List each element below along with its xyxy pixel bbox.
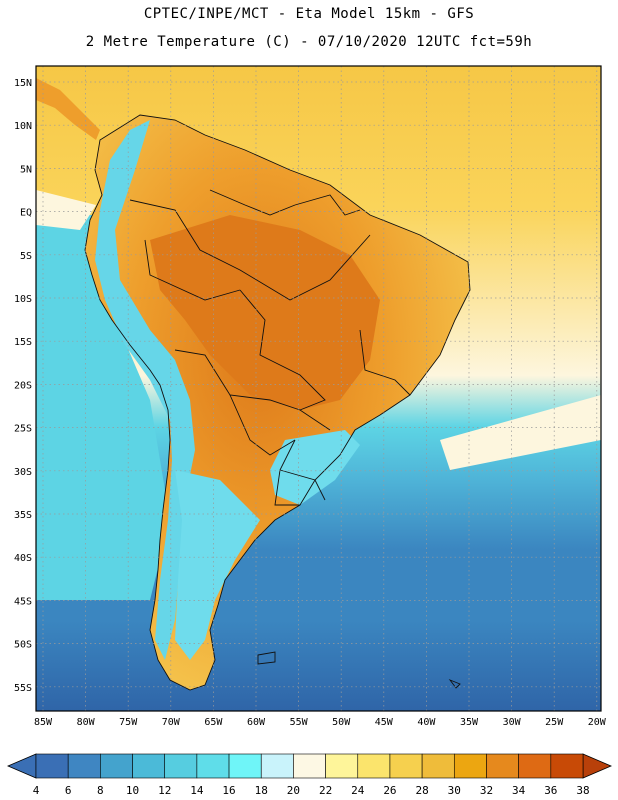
- colorbar-label: 28: [415, 784, 428, 797]
- latitude-label: 10N: [14, 121, 32, 132]
- colorbar-label: 38: [576, 784, 589, 797]
- colorbar-swatch: [357, 753, 391, 779]
- colorbar-swatch: [196, 753, 230, 779]
- colorbar-swatch: [550, 753, 584, 779]
- longitude-labels: 85W 80W 75W 70W 65W 60W 55W 50W 45W 40W 35W 30W 25W 2…: [34, 717, 607, 728]
- colorbar-label: 8: [97, 784, 104, 797]
- central-america: [36, 78, 100, 140]
- colorbar-swatch: [486, 753, 519, 779]
- latitude-label: 5N: [20, 164, 32, 175]
- colorbar-under-arrow: [6, 753, 37, 779]
- latitude-labels: 15N 10N 5N EQ 5S 10S 15S 20S 25S 30S 35S 40S 45S 50S 5…: [14, 78, 32, 694]
- latitude-label: EQ: [20, 208, 32, 219]
- latitude-label: 15N: [14, 78, 32, 89]
- colorbar-label: 32: [480, 784, 493, 797]
- longitude-label: 75W: [119, 717, 138, 728]
- colorbar-swatch: [67, 753, 101, 779]
- colorbar-label: 36: [544, 784, 557, 797]
- latitude-label: 45S: [14, 596, 32, 607]
- latitude-label: 40S: [14, 553, 32, 564]
- warm-water-band: [36, 190, 601, 470]
- colorbar-swatch: [164, 753, 198, 779]
- colorbar-swatch: [100, 753, 133, 779]
- colorbar-swatch: [325, 753, 359, 779]
- longitude-label: 65W: [204, 717, 223, 728]
- colorbar-label: 6: [65, 784, 72, 797]
- map-subtitle: 2 Metre Temperature (C) - 07/10/2020 12U…: [85, 34, 533, 50]
- latitude-label: 20S: [14, 380, 32, 391]
- colorbar-label: 18: [255, 784, 268, 797]
- colorbar-label: 12: [158, 784, 171, 797]
- longitude-label: 40W: [417, 717, 436, 728]
- patagonia-cool-region: [175, 470, 260, 660]
- longitude-label: 50W: [332, 717, 351, 728]
- colorbar: 4 6 8 10 12 14 16 18 20 22 24 26 28 30 32 34 36 38: [6, 753, 613, 797]
- map-frame: [35, 65, 602, 712]
- longitude-label: 80W: [77, 717, 96, 728]
- colorbar-swatch: [260, 753, 294, 779]
- andes-cold-band: [95, 120, 195, 660]
- longitude-label: 35W: [460, 717, 479, 728]
- latitude-label: 30S: [14, 467, 32, 478]
- colorbar-label: 24: [351, 784, 365, 797]
- colorbar-swatch: [293, 753, 326, 779]
- colorbar-label: 10: [126, 784, 139, 797]
- latitude-label: 50S: [14, 640, 32, 651]
- map-title: CPTEC/INPE/MCT - Eta Model 15km - GFS: [143, 6, 475, 22]
- colorbar-label: 26: [383, 784, 396, 797]
- colorbar-swatch: [389, 753, 423, 779]
- hot-interior-region: [150, 215, 380, 410]
- map-plot-area: [36, 66, 601, 711]
- longitude-label: 30W: [503, 717, 522, 728]
- longitude-label: 20W: [588, 717, 607, 728]
- colorbar-swatch: [132, 753, 166, 779]
- colorbar-label: 16: [222, 784, 235, 797]
- country-borders: [84, 114, 471, 691]
- latitude-label: 25S: [14, 424, 32, 435]
- colorbar-label: 22: [319, 784, 332, 797]
- colorbar-swatch: [228, 753, 262, 779]
- colorbar-label: 4: [33, 784, 40, 797]
- latitude-label: 55S: [14, 683, 32, 694]
- longitude-label: 45W: [375, 717, 394, 728]
- colorbar-label: 34: [512, 784, 526, 797]
- colorbar-swatch: [421, 753, 455, 779]
- colorbar-over-arrow: [582, 753, 613, 779]
- colorbar-label: 30: [448, 784, 461, 797]
- longitude-label: 85W: [34, 717, 53, 728]
- longitude-label: 55W: [290, 717, 309, 728]
- colorbar-label: 20: [287, 784, 300, 797]
- colorbar-swatch: [453, 753, 487, 779]
- longitude-label: 25W: [545, 717, 564, 728]
- latitude-label: 5S: [20, 251, 32, 262]
- southeast-cool-region: [270, 430, 360, 505]
- longitude-label: 70W: [162, 717, 181, 728]
- pacific-cold-water: [36, 215, 170, 600]
- colorbar-swatch: [518, 753, 552, 779]
- longitude-label: 60W: [247, 717, 266, 728]
- latitude-label: 10S: [14, 294, 32, 305]
- latitude-label: 15S: [14, 337, 32, 348]
- colorbar-label: 14: [190, 784, 204, 797]
- latitude-label: 35S: [14, 510, 32, 521]
- colorbar-swatch: [35, 753, 69, 779]
